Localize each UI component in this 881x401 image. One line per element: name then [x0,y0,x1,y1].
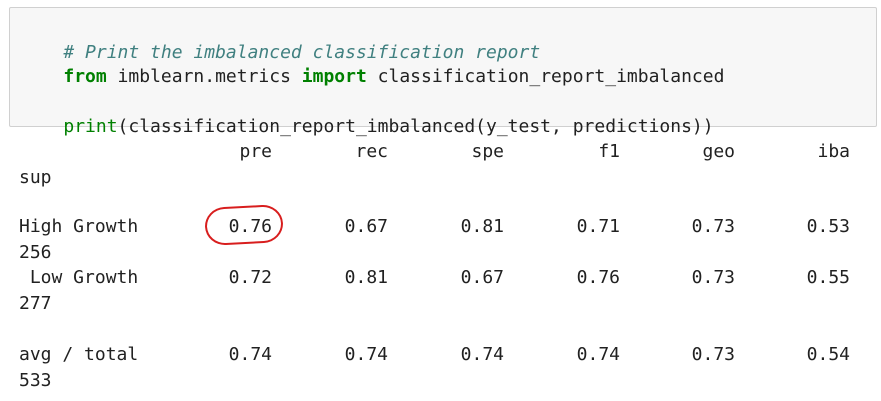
cell-f1: 0.76 [576,267,620,288]
cell-f1: 0.74 [576,344,620,365]
cell-rec: 0.81 [344,267,388,288]
keyword-from: from [63,66,107,87]
header-spe: spe [471,141,504,162]
cell-geo: 0.73 [691,216,735,237]
header-pre: pre [239,141,272,162]
cell-sup: 277 [19,293,52,314]
cell-spe: 0.74 [460,344,504,365]
header-f1: f1 [598,141,620,162]
red-circle-annotation [204,203,284,247]
builtin-print: print [63,116,118,137]
cell-rec: 0.74 [344,344,388,365]
cell-spe: 0.67 [460,267,504,288]
header-geo: geo [702,141,735,162]
cell-rec: 0.67 [344,216,388,237]
code-print-line: print(classification_report_imbalanced(y… [20,94,714,160]
row-label: avg / total [19,344,139,365]
cell-pre: 0.72 [228,267,272,288]
row-label: Low Growth [19,267,139,288]
row-label: High Growth [19,216,139,237]
cell-iba: 0.54 [806,344,850,365]
cell-f1: 0.71 [576,216,620,237]
cell-pre: 0.76 [228,216,272,237]
cell-iba: 0.53 [806,216,850,237]
cell-geo: 0.73 [691,267,735,288]
import-target: classification_report_imbalanced [366,66,725,87]
print-args: (classification_report_imbalanced(y_test… [117,116,714,137]
header-rec: rec [355,141,388,162]
cell-sup: 533 [19,370,52,391]
cell-iba: 0.55 [806,267,850,288]
cell-pre: 0.74 [228,344,272,365]
keyword-import: import [301,66,367,87]
code-comment: # Print the imbalanced classification re… [63,42,541,63]
cell-spe: 0.81 [460,216,504,237]
code-cell[interactable]: # Print the imbalanced classification re… [9,7,877,137]
cell-geo: 0.73 [691,344,735,365]
header-iba: iba [817,141,850,162]
cell-sup: 256 [19,242,52,263]
code-import-line: from imblearn.metrics import classificat… [20,44,724,110]
header-sup: sup [19,167,52,188]
module-name: imblearn.metrics [106,66,302,87]
code-comment-line: # Print the imbalanced classification re… [20,20,540,86]
